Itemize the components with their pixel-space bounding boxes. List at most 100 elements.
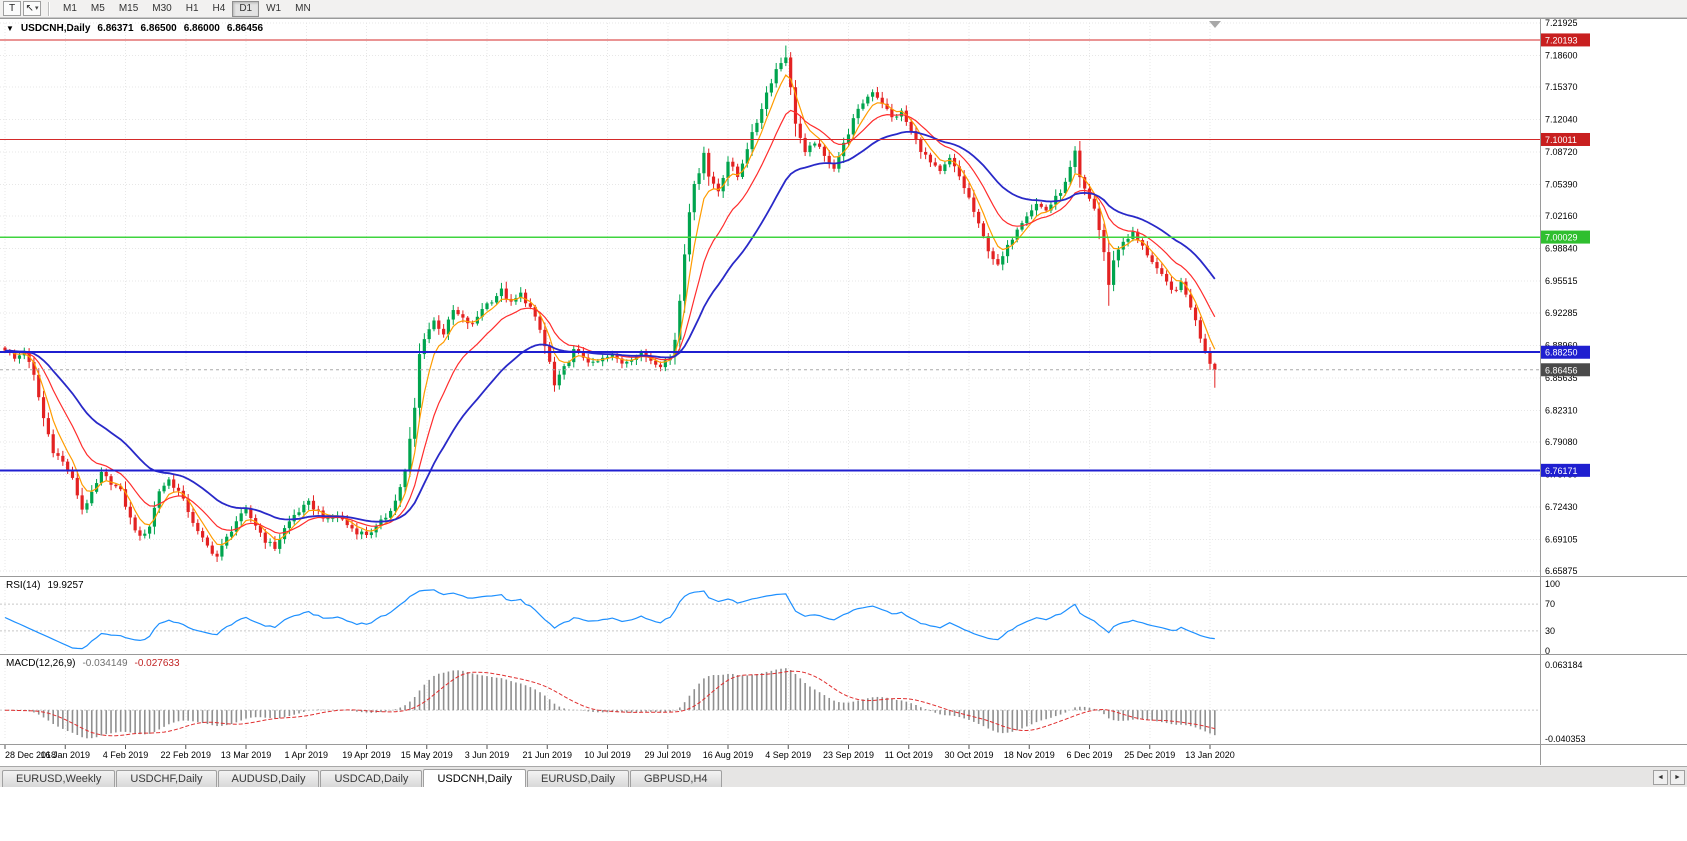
svg-text:6.76171: 6.76171 [1545,466,1578,476]
tab-scroll-right-button[interactable]: ► [1670,770,1685,785]
svg-text:22 Feb 2019: 22 Feb 2019 [160,750,211,760]
rsi-pane: 100 70 30 0 [0,579,1560,656]
level-price-badge[interactable]: 6.76171 [1541,463,1590,477]
svg-text:6.85635: 6.85635 [1545,373,1578,383]
svg-text:16 Jan 2019: 16 Jan 2019 [40,750,90,760]
svg-text:29 Jul 2019: 29 Jul 2019 [644,750,691,760]
svg-text:21 Jun 2019: 21 Jun 2019 [522,750,572,760]
macd-name: MACD(12,26,9) [6,658,76,669]
top-toolbar: T ↖ ▾ M1 M5 M15 M30 H1 H4 D1 W1 MN [0,0,1687,18]
svg-text:18 Nov 2019: 18 Nov 2019 [1004,750,1055,760]
chart-tab-gbpusd-h4[interactable]: GBPUSD,H4 [629,770,722,787]
timeframe-button-h1[interactable]: H1 [179,1,206,17]
svg-text:1 Apr 2019: 1 Apr 2019 [284,750,328,760]
svg-text:30 Oct 2019: 30 Oct 2019 [944,750,993,760]
svg-text:7.12040: 7.12040 [1545,115,1578,125]
chart-shift-marker-icon[interactable] [1209,21,1221,28]
ma-fast-line[interactable] [4,74,1216,546]
toolbar-separator [48,1,50,16]
last-price-badge[interactable]: 6.86456 [1541,363,1590,377]
svg-text:100: 100 [1545,579,1560,589]
timeframe-button-mn[interactable]: MN [288,1,318,17]
close-value: 6.86456 [226,23,264,34]
level-price-badge[interactable]: 7.00029 [1541,230,1590,244]
svg-text:6.95515: 6.95515 [1545,276,1578,286]
level-price-badge[interactable]: 6.88250 [1541,345,1590,359]
rsi-value: 19.9257 [47,580,84,591]
svg-text:28 Dec 2018: 28 Dec 2018 [5,750,56,760]
svg-text:13 Mar 2019: 13 Mar 2019 [221,750,272,760]
price-chart[interactable]: 7.21925 7.18600 7.15370 7.12040 7.08720 7.053… [0,18,1687,766]
macd-signal-line [5,670,1215,737]
svg-text:7.21925: 7.21925 [1545,18,1578,28]
svg-text:4 Sep 2019: 4 Sep 2019 [765,750,811,760]
chart-title: ▼ USDCNH,Daily 6.86371 6.86500 6.86000 6… [6,23,263,34]
low-value: 6.86000 [183,23,220,34]
svg-text:6.88250: 6.88250 [1545,348,1578,358]
svg-text:6.79080: 6.79080 [1545,437,1578,447]
tab-scroll-left-button[interactable]: ◄ [1653,770,1668,785]
text-tool-button[interactable]: T [3,1,21,16]
svg-text:4 Feb 2019: 4 Feb 2019 [103,750,149,760]
timeframe-button-m30[interactable]: M30 [145,1,178,17]
grid [0,22,1540,739]
svg-text:15 May 2019: 15 May 2019 [401,750,453,760]
svg-text:7.08720: 7.08720 [1545,147,1578,157]
chart-tab-eurusd-weekly[interactable]: EURUSD,Weekly [2,770,116,787]
chart-tabs-bar: EURUSD,Weekly USDCHF,Daily AUDUSD,Daily USD… [0,766,1687,787]
svg-text:23 Sep 2019: 23 Sep 2019 [823,750,874,760]
level-price-badge[interactable]: 7.10011 [1541,132,1590,146]
svg-text:6.69105: 6.69105 [1545,534,1578,544]
svg-text:13 Jan 2020: 13 Jan 2020 [1185,750,1235,760]
horizontal-level-lines[interactable] [0,39,1540,472]
timeframe-toolbar: M1 M5 M15 M30 H1 H4 D1 W1 MN [56,0,318,17]
svg-text:7.00029: 7.00029 [1545,233,1578,243]
svg-text:7.15370: 7.15370 [1545,82,1578,92]
arrow-right-icon: ► [1674,774,1681,781]
svg-text:7.18600: 7.18600 [1545,51,1578,61]
svg-text:7.02160: 7.02160 [1545,211,1578,221]
svg-text:19 Apr 2019: 19 Apr 2019 [342,750,391,760]
collapse-arrow-icon[interactable]: ▼ [6,24,14,33]
macd-indicator-label: MACD(12,26,9) -0.034149 -0.027633 [6,658,180,669]
timeframe-button-m15[interactable]: M15 [112,1,145,17]
svg-text:10 Jul 2019: 10 Jul 2019 [584,750,631,760]
chart-tab-usdchf-daily[interactable]: USDCHF,Daily [116,770,217,787]
level-price-badge[interactable]: 7.20193 [1541,33,1590,47]
svg-text:7.10011: 7.10011 [1545,135,1577,145]
panel-separators[interactable] [0,18,1687,765]
timeframe-button-m5[interactable]: M5 [84,1,112,17]
svg-text:16 Aug 2019: 16 Aug 2019 [703,750,754,760]
symbol-timeframe-label: USDCNH,Daily [20,23,91,34]
chart-tab-usdcad-daily[interactable]: USDCAD,Daily [320,770,423,787]
cursor-icon: ↖ [25,2,34,14]
chart-tab-usdcnh-daily[interactable]: USDCNH,Daily [423,769,526,787]
chart-tab-audusd-daily[interactable]: AUDUSD,Daily [217,770,320,787]
svg-text:6 Dec 2019: 6 Dec 2019 [1066,750,1112,760]
svg-text:6.65875: 6.65875 [1545,566,1578,576]
timeframe-button-d1[interactable]: D1 [232,0,260,17]
timeframe-button-h4[interactable]: H4 [206,1,233,17]
open-value: 6.86371 [97,23,134,34]
ma-slow-line[interactable] [4,130,1216,523]
chart-window[interactable]: 7.21925 7.18600 7.15370 7.12040 7.08720 7.053… [0,18,1687,766]
svg-text:70: 70 [1545,599,1555,609]
svg-text:7.05390: 7.05390 [1545,180,1578,190]
high-value: 6.86500 [140,23,177,34]
macd-pane: 0.063184 -0.040353 [0,660,1586,744]
macd-signal-value: -0.027633 [134,658,180,669]
svg-text:-0.040353: -0.040353 [1545,734,1586,744]
drawing-tool-button[interactable]: ↖ ▾ [23,1,41,16]
chart-tab-eurusd-daily[interactable]: EURUSD,Daily [527,770,629,787]
arrow-left-icon: ◄ [1657,774,1664,781]
rsi-indicator-label: RSI(14) 19.9257 [6,580,84,591]
timeframe-button-w1[interactable]: W1 [259,1,288,17]
svg-text:6.72430: 6.72430 [1545,502,1578,512]
price-axis: 7.21925 7.18600 7.15370 7.12040 7.08720 7.053… [1545,18,1578,576]
svg-text:11 Oct 2019: 11 Oct 2019 [885,750,933,760]
rsi-name: RSI(14) [6,580,41,591]
timeframe-button-m1[interactable]: M1 [56,1,84,17]
svg-text:0.063184: 0.063184 [1545,660,1583,670]
